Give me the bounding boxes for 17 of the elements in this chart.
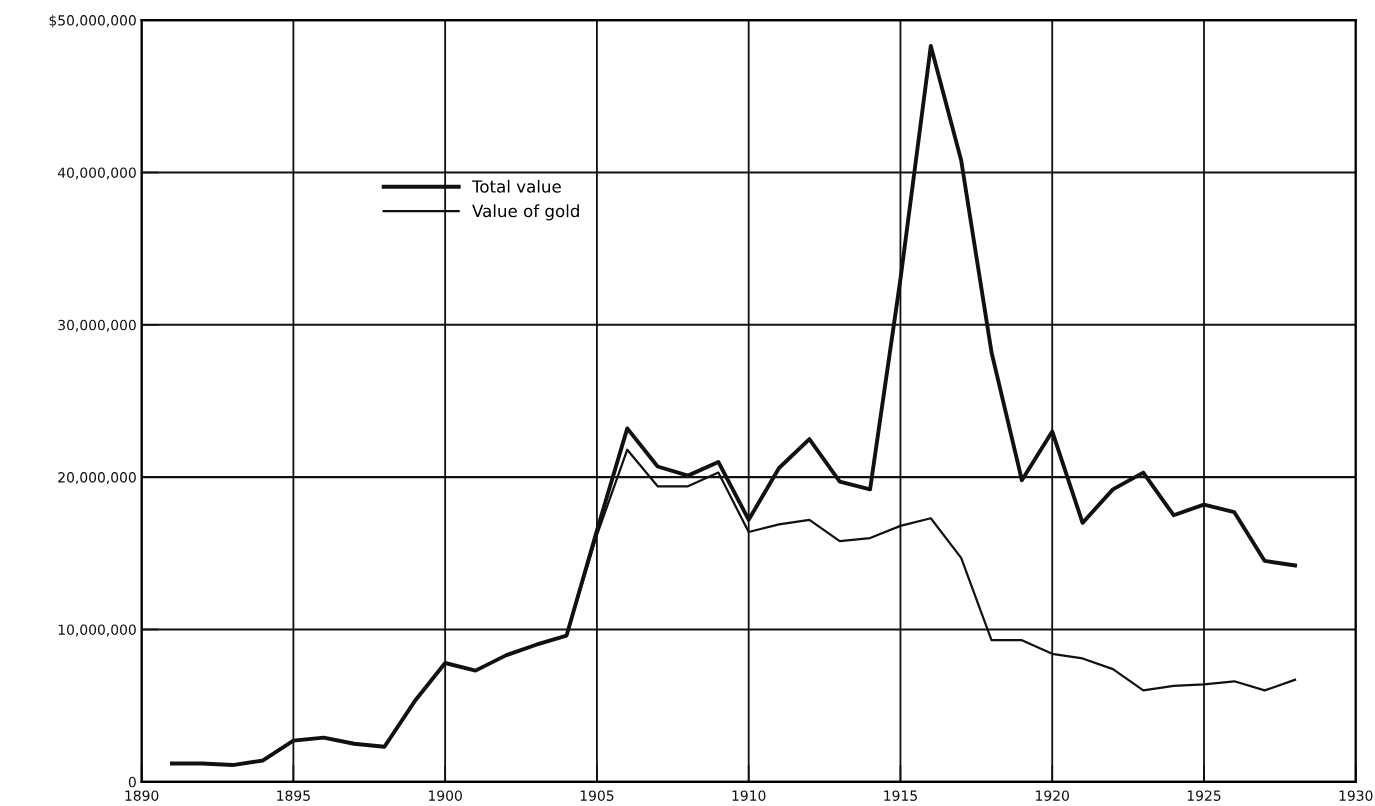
x-tick-label: 1910 [732, 790, 766, 801]
x-tick-label: 1895 [277, 790, 310, 801]
y-tick-label: 20,000,000 [58, 472, 136, 485]
y-tick-label: 40,000,000 [57, 167, 136, 180]
y-tick-label: $50,000,000 [49, 14, 136, 28]
y-tick-label: 30,000,000 [58, 319, 136, 332]
legend-label: Total value [471, 179, 561, 193]
x-tick-label: 1925 [1187, 790, 1221, 801]
x-tick-label: 1900 [429, 790, 462, 801]
x-tick-label: 1890 [125, 790, 159, 801]
x-tick-label: 1920 [1036, 790, 1069, 801]
x-tick-label: 1915 [884, 790, 917, 801]
legend-label: Value of gold [472, 204, 579, 221]
x-tick-label: 1905 [580, 790, 614, 801]
y-tick-label: 0 [128, 776, 136, 788]
y-tick-label: 10,000,000 [58, 624, 136, 637]
x-tick-label: 1930 [1339, 790, 1373, 801]
